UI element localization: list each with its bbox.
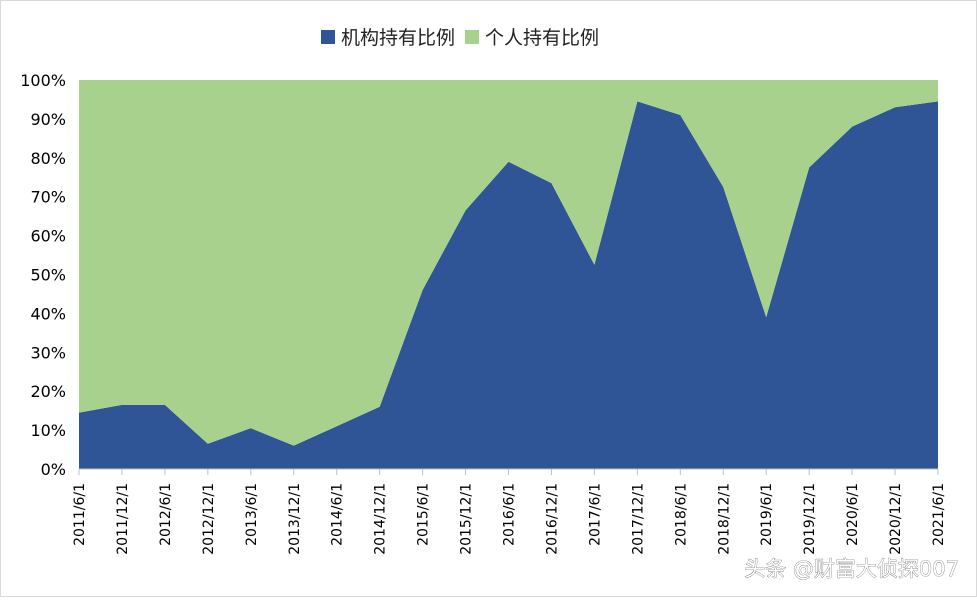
y-tick-label: 10% bbox=[30, 421, 66, 440]
x-tick-label: 2014/6/1 bbox=[330, 483, 346, 546]
x-tick-label: 2017/12/1 bbox=[630, 483, 646, 555]
y-tick-label: 30% bbox=[30, 343, 66, 362]
x-tick-label: 2018/12/1 bbox=[716, 483, 732, 555]
x-tick-label: 2015/6/1 bbox=[416, 483, 432, 546]
y-tick-label: 0% bbox=[41, 460, 66, 479]
legend-swatch-1 bbox=[321, 30, 335, 44]
x-tick-label: 2019/12/1 bbox=[802, 483, 818, 555]
x-tick-label: 2020/6/1 bbox=[845, 483, 861, 546]
x-tick-label: 2021/6/1 bbox=[931, 483, 947, 546]
series-area-2 bbox=[79, 80, 938, 446]
y-tick-label: 70% bbox=[30, 188, 66, 207]
x-tick-label: 2013/6/1 bbox=[244, 483, 260, 546]
y-tick-label: 20% bbox=[30, 382, 66, 401]
x-tick-label: 2017/6/1 bbox=[587, 483, 603, 546]
y-tick-label: 80% bbox=[30, 149, 66, 168]
y-tick-label: 100% bbox=[20, 71, 66, 90]
x-tick-label: 2015/12/1 bbox=[459, 483, 475, 555]
x-tick-label: 2020/12/1 bbox=[888, 483, 904, 555]
x-tick-label: 2011/12/1 bbox=[115, 483, 131, 555]
legend-swatch-2 bbox=[465, 30, 479, 44]
x-tick-label: 2012/12/1 bbox=[201, 483, 217, 555]
x-tick-label: 2012/6/1 bbox=[158, 483, 174, 546]
legend-label-1: 机构持有比例 bbox=[341, 27, 455, 49]
x-tick-label: 2014/12/1 bbox=[373, 483, 389, 555]
series-area-1 bbox=[79, 101, 938, 470]
x-tick-label: 2019/6/1 bbox=[759, 483, 775, 546]
x-tick-label: 2016/6/1 bbox=[502, 483, 518, 546]
x-tick-label: 2013/12/1 bbox=[287, 483, 303, 555]
y-tick-label: 90% bbox=[30, 110, 66, 129]
legend-label-2: 个人持有比例 bbox=[485, 27, 599, 49]
y-tick-label: 50% bbox=[30, 266, 66, 285]
y-tick-label: 60% bbox=[30, 227, 66, 246]
y-tick-label: 40% bbox=[30, 304, 66, 323]
watermark-text: 头条 @财富大侦探007 bbox=[744, 557, 959, 581]
x-tick-label: 2018/6/1 bbox=[673, 483, 689, 546]
x-tick-label: 2011/6/1 bbox=[72, 483, 88, 546]
x-tick-label: 2016/12/1 bbox=[544, 483, 560, 555]
